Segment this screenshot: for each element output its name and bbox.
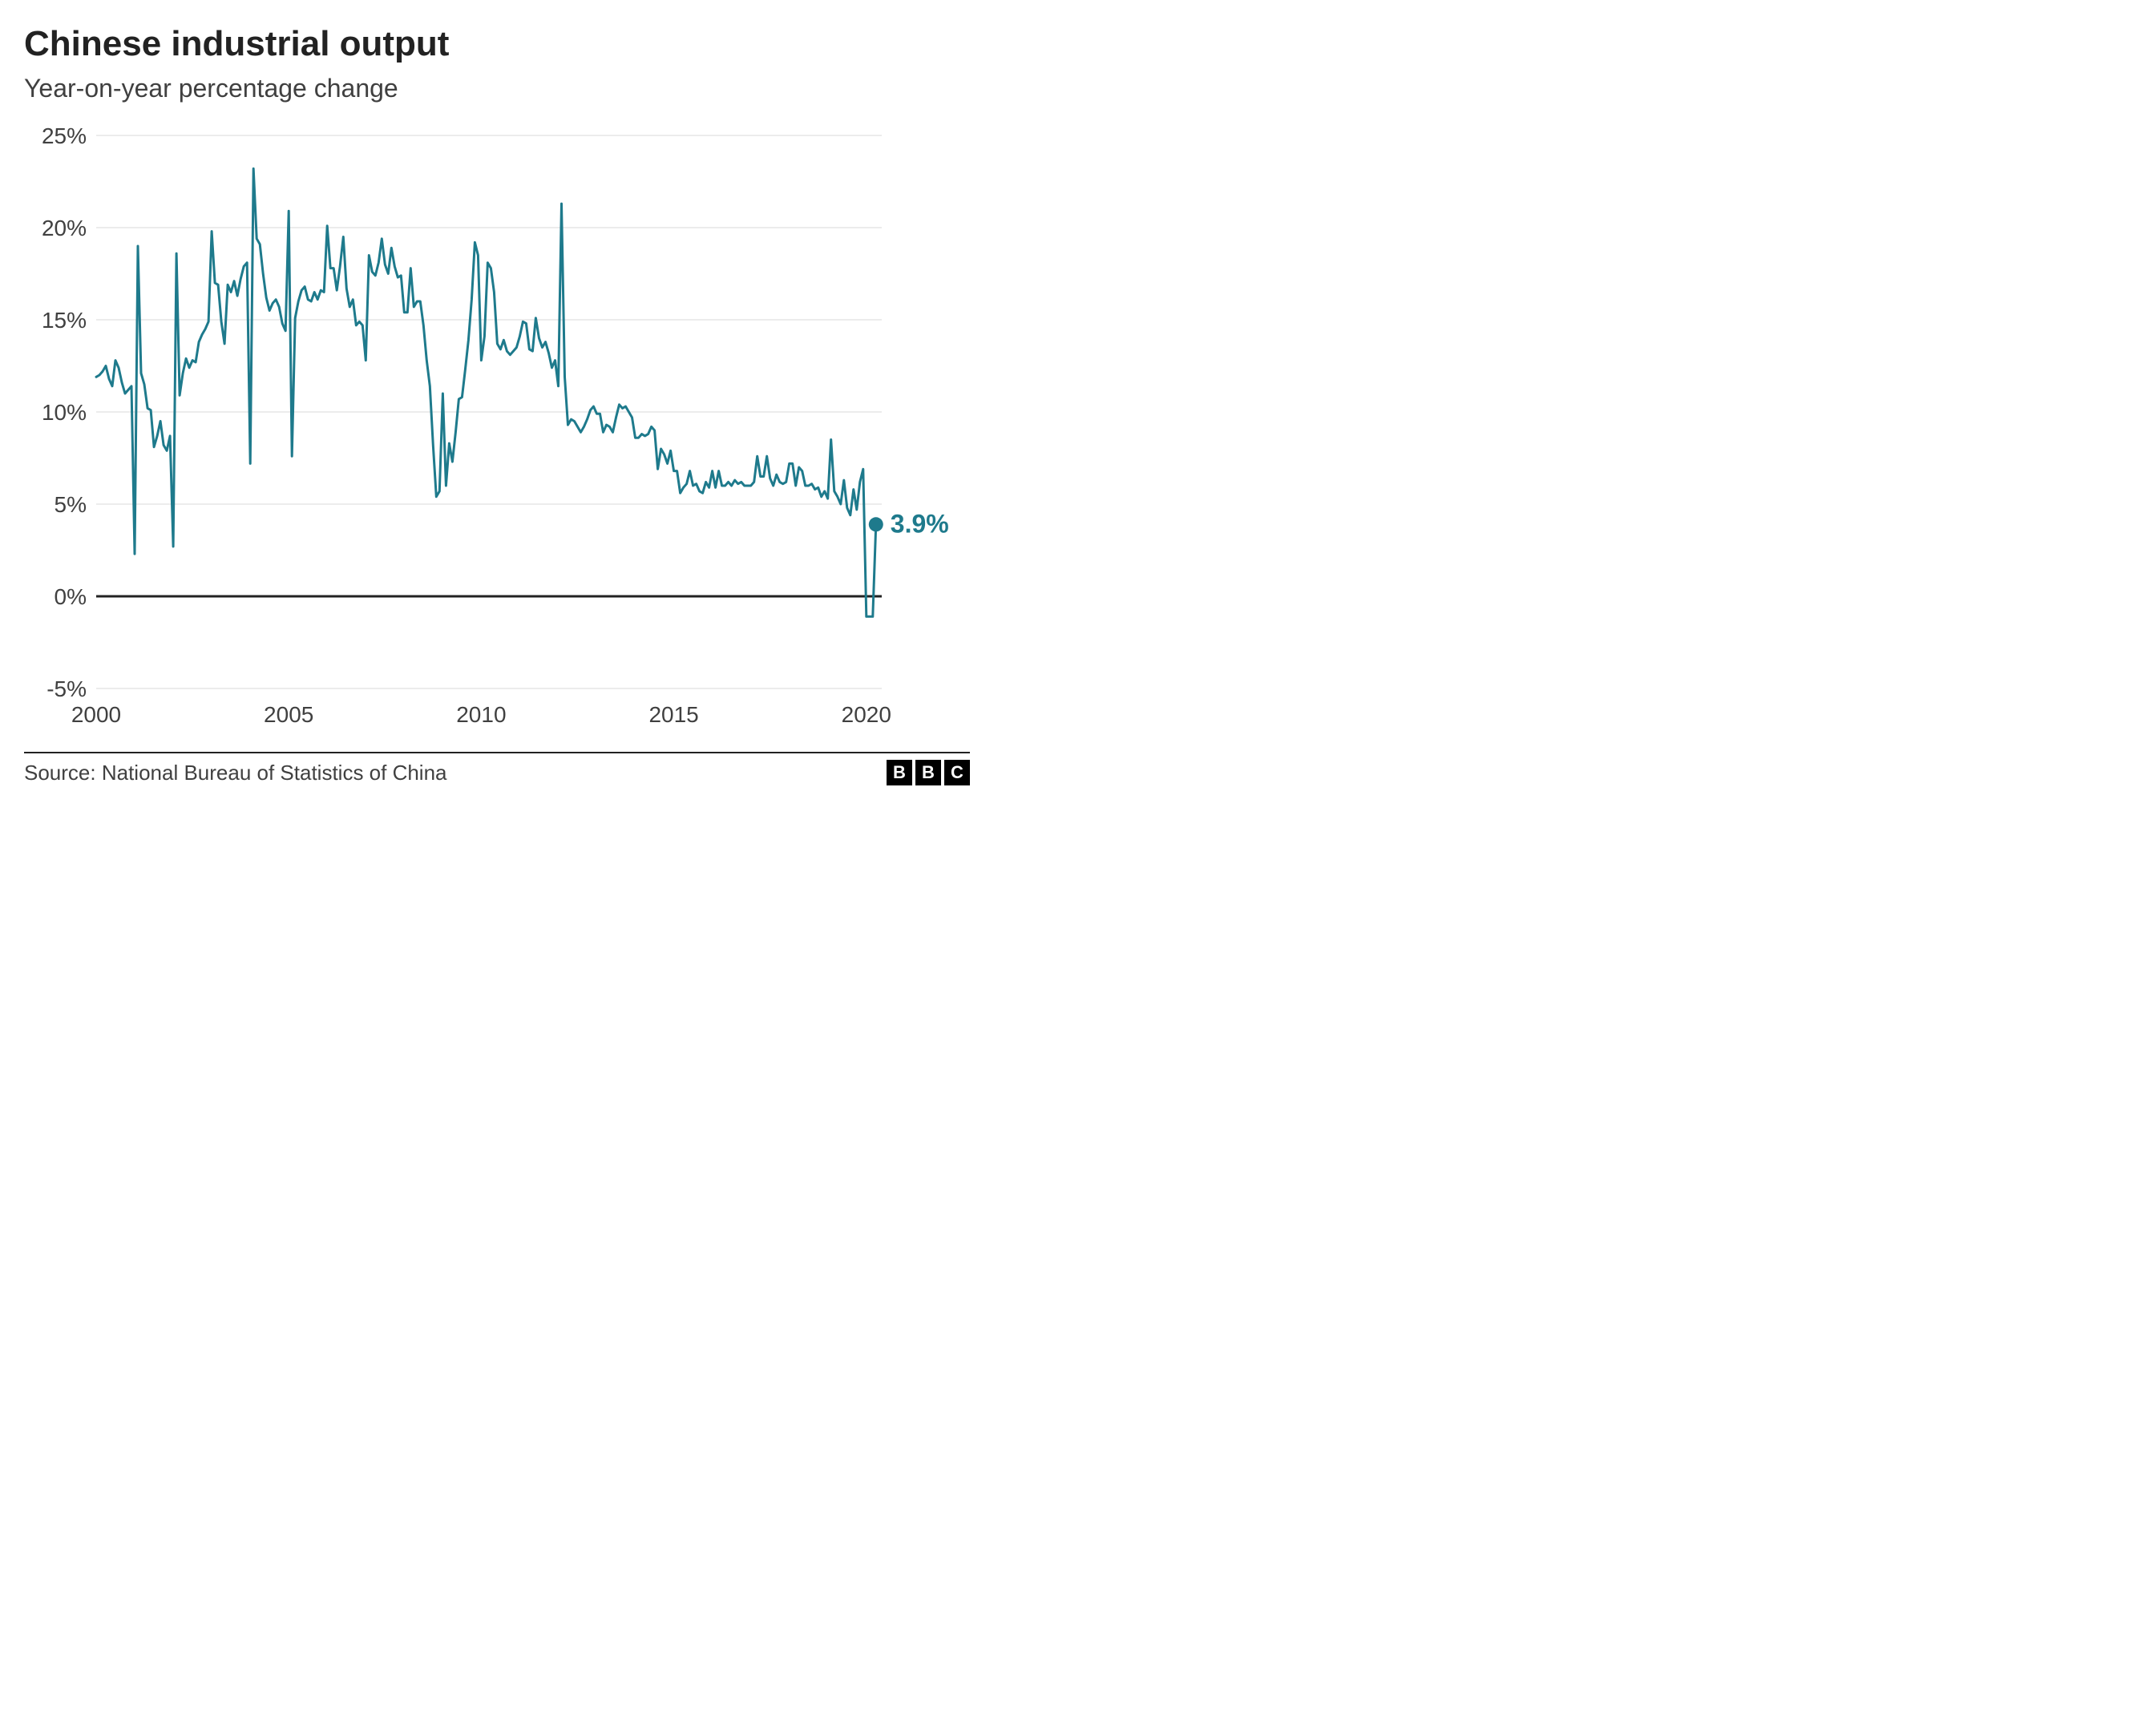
bbc-logo: B B C — [887, 760, 970, 785]
data-line — [96, 168, 876, 616]
y-tick-label: 15% — [42, 308, 87, 333]
y-tick-label: 20% — [42, 216, 87, 240]
bbc-logo-letter: B — [887, 760, 912, 785]
annotation-marker — [869, 517, 883, 531]
chart-footer: Source: National Bureau of Statistics of… — [24, 752, 970, 785]
y-tick-label: 0% — [55, 584, 87, 609]
x-tick-label: 2000 — [71, 702, 121, 727]
y-tick-label: 5% — [55, 492, 87, 517]
x-tick-label: 2020 — [842, 702, 891, 727]
chart-subtitle: Year-on-year percentage change — [24, 74, 970, 103]
bbc-logo-letter: C — [944, 760, 970, 785]
line-chart-svg: -5% 0% 5% 10% 15% 20% 25% 2000 2005 2010 2015 2020 3… — [24, 127, 970, 737]
y-tick-label: 25% — [42, 127, 87, 148]
chart-title: Chinese industrial output — [24, 24, 970, 64]
annotation-label: 3.9% — [891, 509, 949, 538]
y-tick-label: -5% — [46, 676, 87, 701]
x-tick-label: 2015 — [648, 702, 698, 727]
y-tick-label: 10% — [42, 400, 87, 425]
source-label: Source: National Bureau of Statistics of… — [24, 761, 447, 785]
plot-area: -5% 0% 5% 10% 15% 20% 25% 2000 2005 2010 2015 2020 3… — [24, 127, 970, 741]
chart-container: Chinese industrial output Year-on-year p… — [0, 0, 994, 801]
bbc-logo-letter: B — [915, 760, 941, 785]
x-tick-label: 2005 — [264, 702, 313, 727]
x-tick-label: 2010 — [456, 702, 506, 727]
